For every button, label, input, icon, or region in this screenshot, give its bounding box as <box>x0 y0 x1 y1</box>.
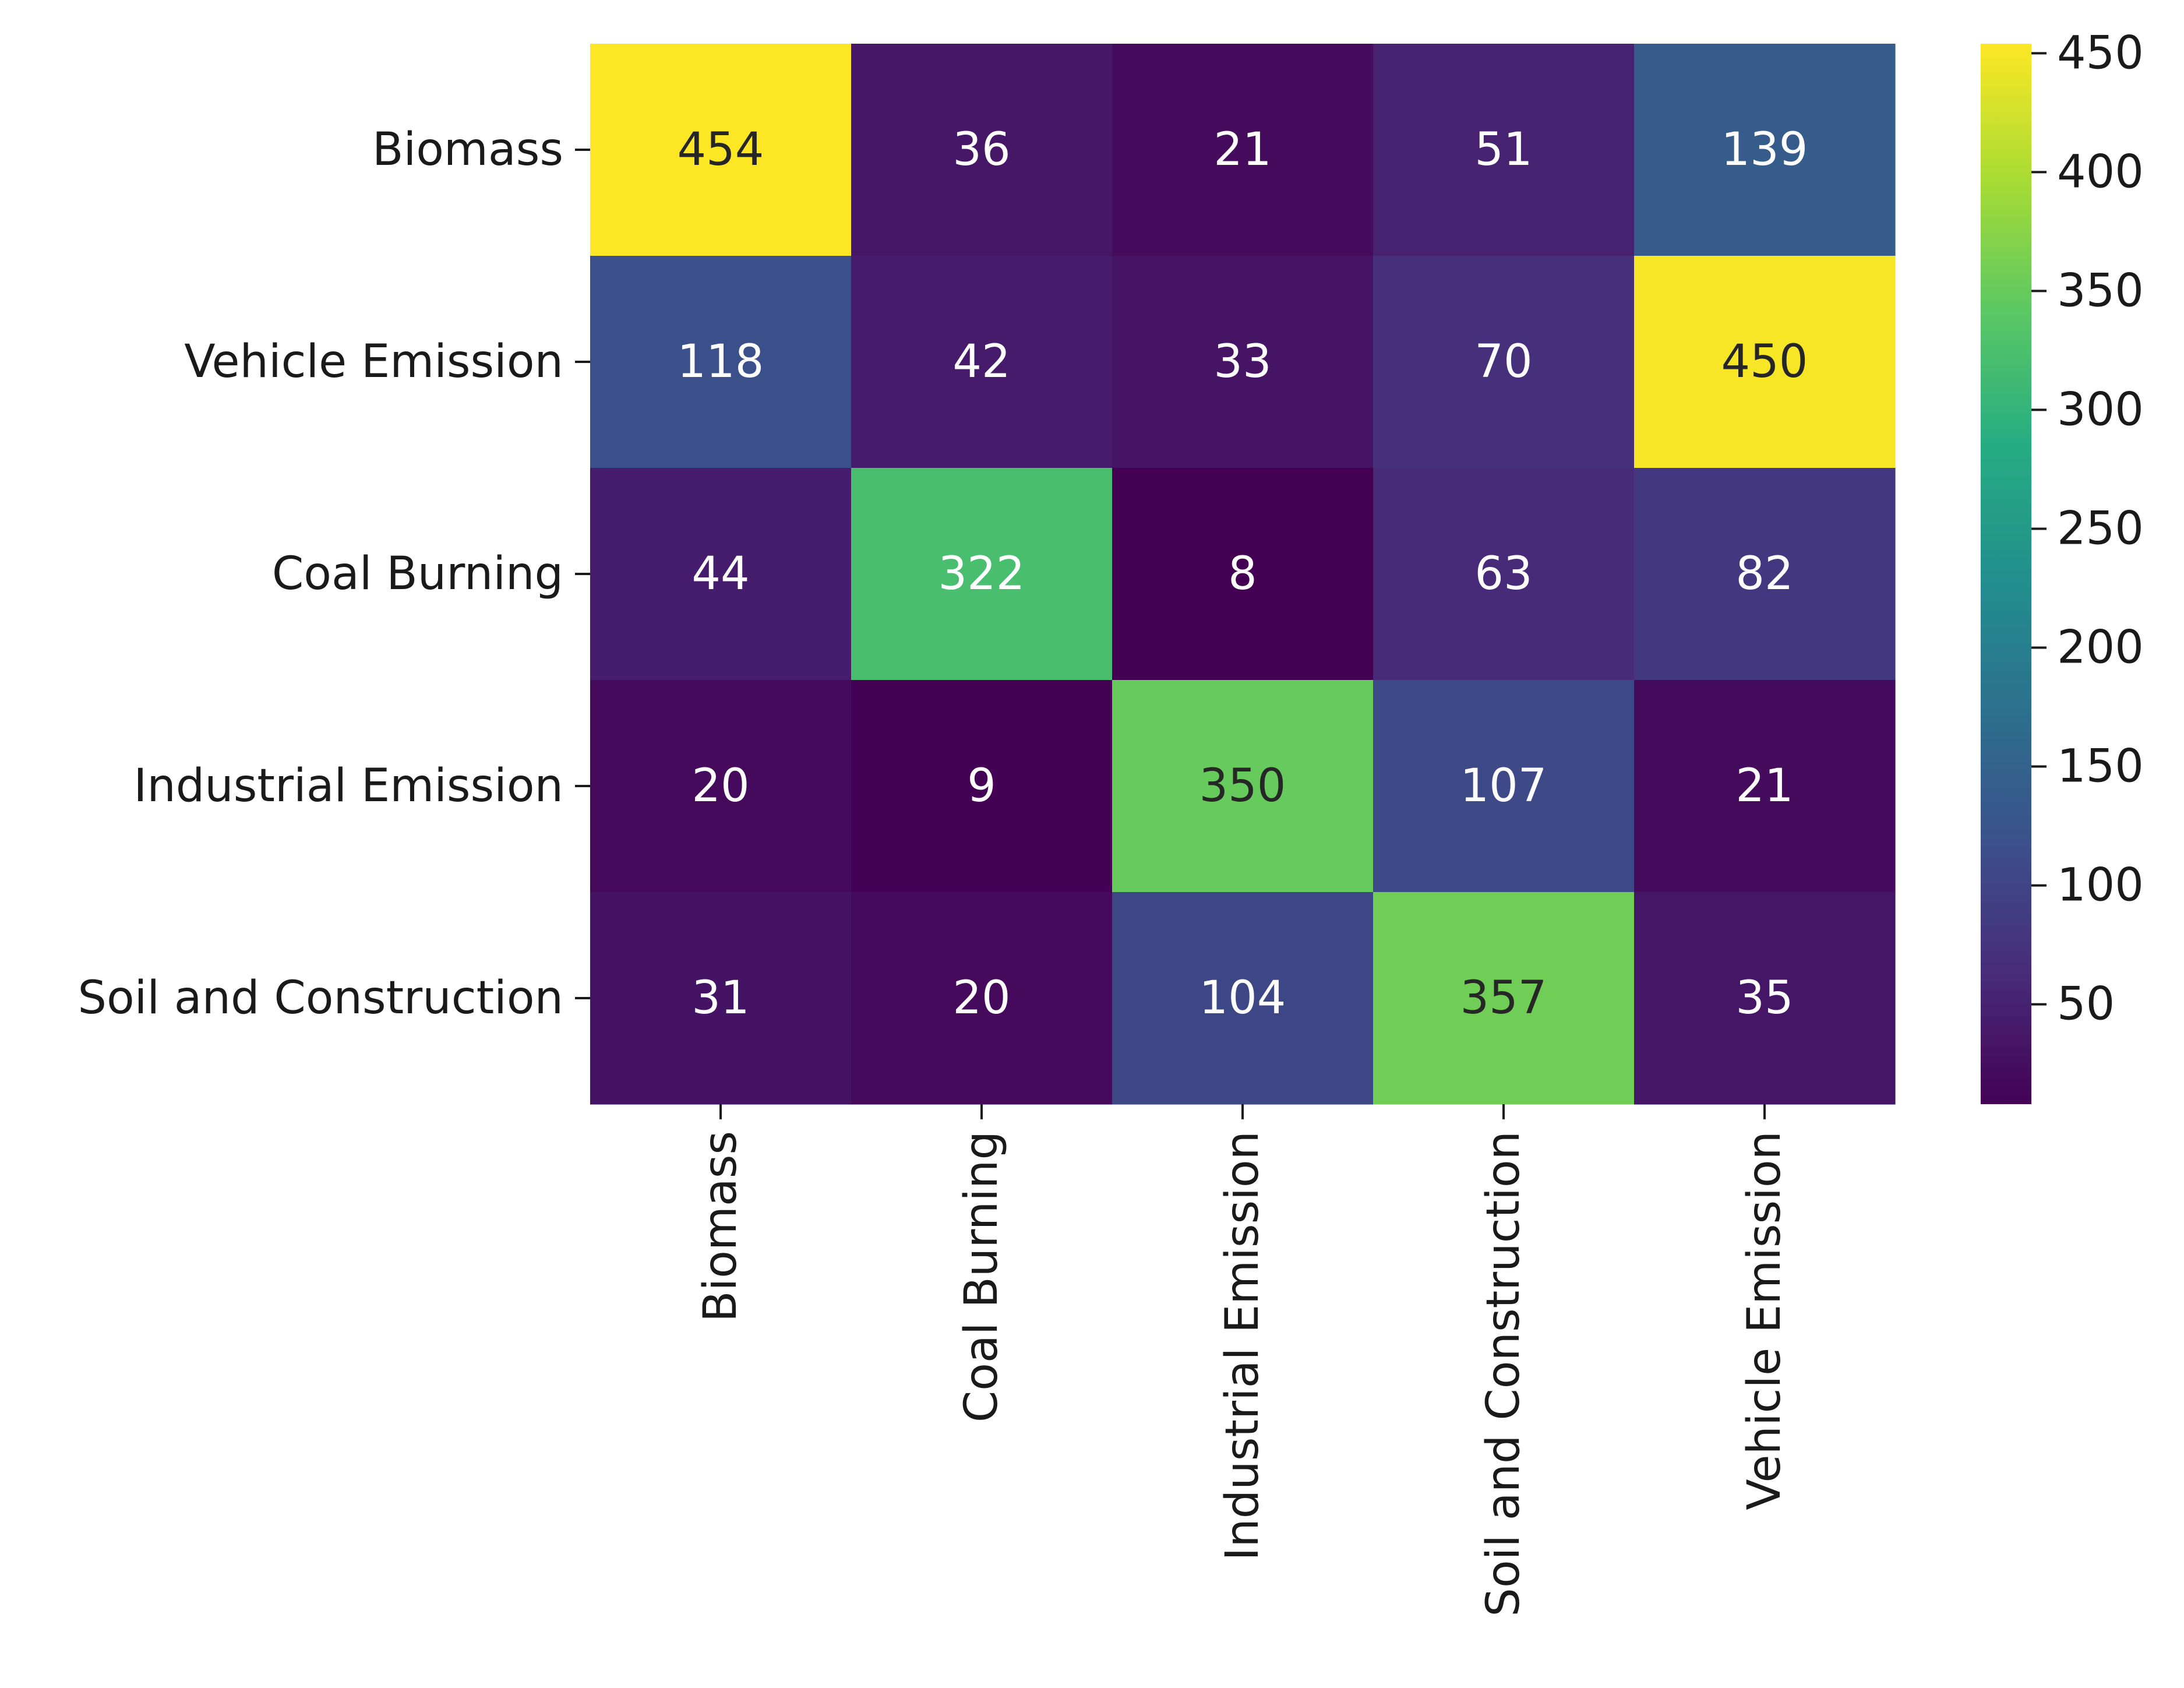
row-tick-labels: Biomass Vehicle Emission Coal Burning Indus… <box>77 124 590 1024</box>
cell-value-label: 82 <box>1735 548 1793 600</box>
colorbar-tick-label: 300 <box>2057 383 2144 436</box>
heatmap-cell <box>590 468 852 681</box>
cell-value-label: 44 <box>691 548 749 600</box>
heatmap-cell <box>1112 256 1374 468</box>
heatmap-cell <box>1634 468 1896 681</box>
heatmap-cell <box>590 44 852 256</box>
heatmap-cell <box>1373 892 1635 1105</box>
heatmap-cells: 454 36 21 51 139 118 42 33 70 450 44 322 8 63 82 20 9 350… <box>590 44 1896 1105</box>
row-tick-label: Biomass <box>372 124 563 176</box>
colorbar-tick-label: 350 <box>2057 265 2144 317</box>
heatmap-cell <box>1112 468 1374 681</box>
cell-value-label: 9 <box>967 760 996 812</box>
column-tick-label: Coal Burning <box>955 1131 1008 1422</box>
colorbar-tick-label: 200 <box>2057 622 2144 674</box>
cell-value-label: 20 <box>691 760 749 812</box>
heatmap-cell <box>1373 44 1635 256</box>
colorbar-tick-label: 50 <box>2057 978 2115 1031</box>
cell-value-label: 20 <box>952 972 1010 1024</box>
heatmap-cell <box>1373 468 1635 681</box>
cell-value-label: 21 <box>1735 760 1793 812</box>
heatmap-cell <box>851 256 1113 468</box>
cell-value-label: 118 <box>678 336 764 388</box>
heatmap-cell <box>851 680 1113 893</box>
column-tick-labels: Biomass Coal Burning Industrial Emission So… <box>694 1104 1791 1617</box>
cell-value-label: 357 <box>1460 972 1547 1024</box>
cell-value-label: 35 <box>1735 972 1793 1024</box>
cell-value-label: 107 <box>1460 760 1547 812</box>
row-tick-label: Industrial Emission <box>133 760 563 812</box>
colorbar-tick-label: 250 <box>2057 502 2144 555</box>
colorbar-gradient <box>1981 44 2031 1104</box>
cell-value-label: 104 <box>1199 972 1286 1024</box>
heatmap-cell <box>1634 256 1896 468</box>
heatmap-cell <box>590 680 852 893</box>
cell-value-label: 350 <box>1199 760 1286 812</box>
cell-value-label: 454 <box>678 124 764 176</box>
cell-value-label: 36 <box>952 124 1010 176</box>
cell-value-label: 42 <box>952 336 1010 388</box>
heatmap-cell <box>1634 892 1896 1105</box>
heatmap-cell <box>851 468 1113 681</box>
cell-value-label: 70 <box>1474 336 1532 388</box>
colorbar: 50 100 150 200 250 300 350 400 450 <box>1981 27 2144 1104</box>
row-tick-label: Soil and Construction <box>77 972 563 1024</box>
heatmap-cell <box>851 44 1113 256</box>
colorbar-tick-label: 100 <box>2057 859 2144 912</box>
cell-value-label: 8 <box>1228 548 1257 600</box>
column-tick-label: Industrial Emission <box>1216 1131 1269 1561</box>
column-tick-label: Soil and Construction <box>1477 1131 1530 1617</box>
heatmap-cell <box>1112 892 1374 1105</box>
heatmap-cell <box>590 892 852 1105</box>
row-tick-label: Vehicle Emission <box>184 336 563 388</box>
cell-value-label: 21 <box>1213 124 1271 176</box>
colorbar-tick-label: 450 <box>2057 27 2144 79</box>
heatmap-cell <box>1112 680 1374 893</box>
column-tick-label: Vehicle Emission <box>1738 1131 1791 1510</box>
colorbar-tick-label: 150 <box>2057 741 2144 793</box>
cell-value-label: 31 <box>691 972 749 1024</box>
cell-value-label: 33 <box>1213 336 1271 388</box>
cell-value-label: 322 <box>938 548 1025 600</box>
heatmap-cell <box>1634 680 1896 893</box>
heatmap-cell <box>1373 680 1635 893</box>
cell-value-label: 139 <box>1721 124 1808 176</box>
cell-value-label: 51 <box>1474 124 1532 176</box>
heatmap-cell <box>1112 44 1374 256</box>
cell-value-label: 450 <box>1721 336 1808 388</box>
heatmap-cell <box>851 892 1113 1105</box>
heatmap-cell <box>590 256 852 468</box>
cell-value-label: 63 <box>1474 548 1532 600</box>
heatmap-cell <box>1373 256 1635 468</box>
colorbar-tick-label: 400 <box>2057 146 2144 198</box>
heatmap-cell <box>1634 44 1896 256</box>
row-tick-label: Coal Burning <box>272 548 563 600</box>
column-tick-label: Biomass <box>694 1131 747 1322</box>
